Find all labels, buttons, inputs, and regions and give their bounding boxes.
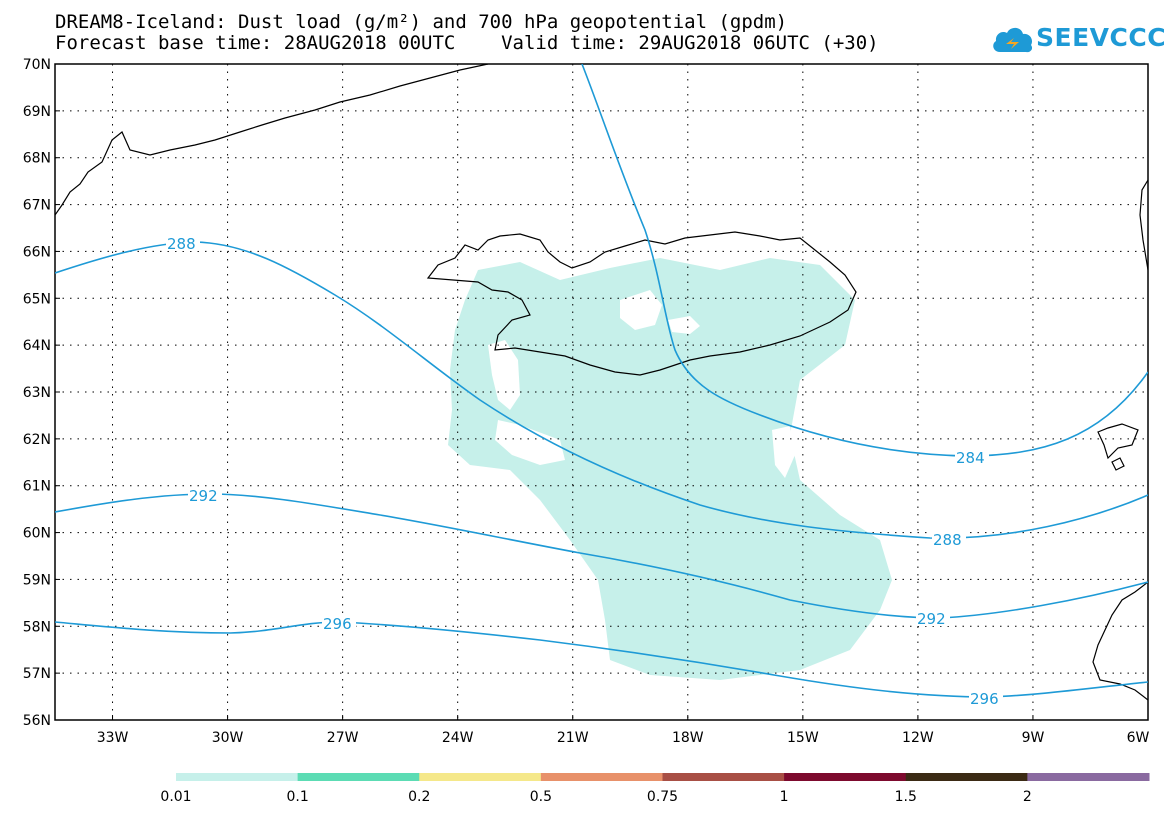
colorbar-label: 0.1 [286,789,308,805]
latitude-label: 67N [23,198,51,214]
chart-title: DREAM8-Iceland: Dust load (g/m²) and 700… [55,11,788,33]
latitude-labels: 70N 69N 68N 67N 66N 65N 64N 63N 62N 61N 60N 59N 58N 5… [23,57,60,729]
latitude-label: 61N [23,479,51,495]
colorbar-label: 2 [1023,789,1032,805]
dust-hole-coast [488,340,520,410]
longitude-label: 21W [557,730,589,746]
longitude-label: 24W [442,730,474,746]
chart-subtitle: Forecast base time: 28AUG2018 00UTC Vali… [55,32,879,54]
logo-text: SEEVCCC [1036,23,1167,52]
colorbar-swatch [662,773,785,781]
contour-label-292-west: 292 [189,487,218,505]
longitude-label: 30W [212,730,244,746]
contour-label-292-east: 292 [917,610,946,628]
scotland-coast [1092,179,1148,701]
colorbar-label: 0.75 [647,789,678,805]
colorbar-labels: 0.01 0.1 0.2 0.5 0.75 1 1.5 2 [160,789,1031,805]
latitude-label: 68N [23,151,51,167]
latitude-label: 70N [23,57,51,73]
latitude-label: 58N [23,619,51,635]
colorbar-swatch [1027,773,1150,781]
longitude-label: 12W [902,730,934,746]
contour-label-group: 288 292 296 284 288 292 296 [166,235,1003,708]
latitude-label: 57N [23,666,51,682]
longitude-label: 15W [787,730,819,746]
longitude-label: 9W [1022,730,1045,746]
cloud-icon [993,27,1033,53]
colorbar-swatch [297,773,420,781]
colorbar-label: 0.5 [530,789,552,805]
colorbar-label: 0.01 [160,789,191,805]
dust-hole-north [620,290,662,330]
faroe-shetland-coast [1097,423,1139,471]
dust-hole-west [495,420,565,465]
latitude-label: 56N [23,713,51,729]
longitude-label: 27W [327,730,359,746]
longitude-label: 6W [1127,730,1150,746]
colorbar-swatches [176,773,1150,781]
contour-284 [581,64,1148,457]
dust-area [448,258,892,680]
colorbar-swatch [419,773,542,781]
longitude-labels: 33W 30W 27W 24W 21W 18W 15W 12W 9W 6W [97,715,1150,746]
dust-plume [448,258,892,680]
latitude-label: 64N [23,338,51,354]
coastlines [55,64,1148,701]
latitude-label: 62N [23,432,51,448]
seevccc-logo: SEEVCCC [990,20,1166,58]
latitude-label: 59N [23,572,51,588]
latitude-label: 66N [23,244,51,260]
colorbar-swatch [540,773,663,781]
contour-label-296-east: 296 [970,690,999,708]
latitude-label: 60N [23,526,51,542]
latitude-label: 69N [23,104,51,120]
colorbar-label: 1.5 [895,789,917,805]
longitude-label: 18W [672,730,704,746]
colorbar-label: 0.2 [408,789,430,805]
dust-hole-central [668,316,700,334]
contour-label-288-east: 288 [933,531,962,549]
latitude-label: 63N [23,385,51,401]
colorbar-swatch [176,773,299,781]
colorbar-swatch [905,773,1028,781]
contour-label-284: 284 [956,449,985,467]
iceland-coast [426,231,857,376]
colorbar-swatch [784,773,907,781]
contour-label-296-west: 296 [323,615,352,633]
greenland-coast [55,64,489,216]
longitude-label: 33W [97,730,129,746]
contour-label-288-west: 288 [167,235,196,253]
dust-hole-east [772,426,795,478]
latitude-label: 65N [23,291,51,307]
colorbar-label: 1 [780,789,789,805]
